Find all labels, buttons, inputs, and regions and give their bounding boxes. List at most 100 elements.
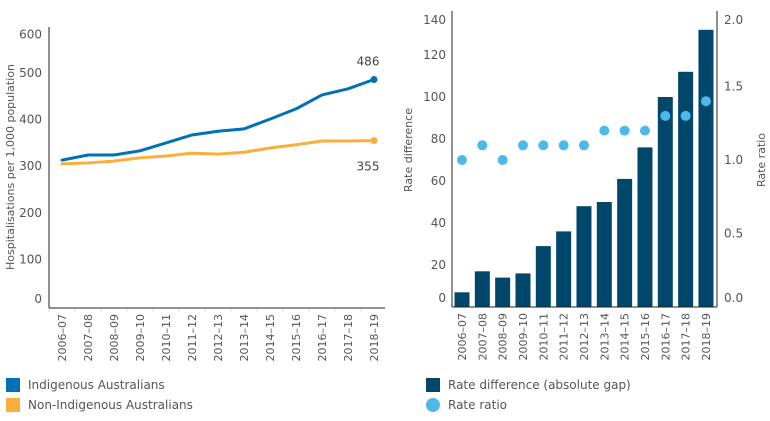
- y2-tick-label: 1.5: [724, 80, 743, 94]
- y2-tick-label: 1.0: [724, 153, 743, 167]
- legend-item-rate-ratio[interactable]: Rate ratio: [426, 395, 631, 415]
- legend-label: Indigenous Australians: [28, 378, 165, 392]
- y-tick-label: 60: [431, 174, 446, 188]
- y2-tick-label: 2.0: [724, 13, 743, 27]
- x-tick-label: 2015–16: [639, 313, 652, 361]
- y-tick-label: 300: [19, 159, 42, 173]
- left-legend: Indigenous Australians Non-Indigenous Au…: [6, 375, 193, 415]
- y-tick-label: 400: [19, 113, 42, 127]
- rate-ratio-dot: [680, 110, 691, 121]
- x-tick-label: 2008–09: [108, 314, 121, 362]
- rate-difference-bar: [474, 271, 490, 307]
- left-y-axis-title: Hospitalisations per 1,000 population: [4, 64, 17, 270]
- y2-tick-label: 0.0: [724, 291, 743, 305]
- series-line: [60, 78, 376, 162]
- combo-chart-rate-gap: Rate difference Rate ratio 0 20 40 60 80 100 1…: [402, 11, 768, 361]
- x-tick-label: 2008–09: [497, 313, 510, 361]
- x-tick-label: 2006–07: [56, 314, 69, 362]
- left-x-ticks: 2006–07 2007–08 2008–09 2009–10 2010–11 2011–…: [48, 308, 381, 362]
- x-tick-label: 2016–17: [659, 313, 672, 361]
- left-data-labels: 486 355: [357, 55, 380, 174]
- rate-ratio-ticks: 0.0 0.5 1.0 1.5 2.0: [724, 13, 743, 305]
- y-tick-label: 500: [19, 66, 42, 80]
- x-tick-label: 2006–07: [456, 313, 469, 361]
- data-label: 355: [357, 160, 380, 174]
- rate-ratio-dot: [619, 125, 630, 136]
- left-y-ticks: 0 100 200 300 400 500 600: [19, 27, 42, 306]
- y-tick-label: 80: [431, 132, 446, 146]
- legend-item-non-indigenous[interactable]: Non-Indigenous Australians: [6, 395, 193, 415]
- line-chart-hospitalisations: Hospitalisations per 1,000 population 0 1…: [4, 27, 385, 362]
- legend-label: Rate ratio: [448, 398, 507, 412]
- y-tick-label: 140: [423, 13, 446, 27]
- rate-ratio-dot: [599, 125, 610, 136]
- rate-ratio-dot: [578, 140, 589, 151]
- legend-item-indigenous[interactable]: Indigenous Australians: [6, 375, 193, 395]
- rate-difference-bar: [657, 97, 673, 307]
- series-end-point: [370, 76, 378, 84]
- rate-difference-bar: [535, 246, 551, 307]
- data-label: 486: [357, 55, 380, 69]
- rate-ratio-dot: [660, 110, 671, 121]
- x-tick-label: 2012–13: [212, 314, 225, 362]
- x-tick-label: 2018–19: [368, 314, 381, 362]
- y-tick-label: 600: [19, 27, 42, 41]
- series-line: [60, 139, 376, 166]
- legend-swatch-rate-difference: [426, 378, 440, 392]
- legend-item-rate-difference[interactable]: Rate difference (absolute gap): [426, 375, 631, 395]
- right-x-ticks: 2006–07 2007–08 2008–09 2009–10 2010–11 2011–…: [456, 313, 713, 361]
- rate-difference-bar: [495, 277, 511, 307]
- x-tick-label: 2009–10: [517, 313, 530, 361]
- x-tick-label: 2010–11: [160, 314, 173, 362]
- rate-difference-bar: [637, 147, 653, 307]
- left-series-lines: [60, 76, 378, 166]
- right-y2-axis-title: Rate ratio: [755, 133, 768, 187]
- rate-difference-bar: [596, 202, 612, 307]
- rate-difference-bar: [617, 178, 633, 307]
- x-tick-label: 2012–13: [578, 313, 591, 361]
- rate-ratio-dot: [477, 140, 488, 151]
- rate-ratio-dots: [457, 96, 711, 165]
- y-tick-label: 200: [19, 206, 42, 220]
- x-tick-label: 2013–14: [238, 314, 251, 362]
- legend-swatch-indigenous: [6, 378, 20, 392]
- x-tick-label: 2017–18: [680, 313, 693, 361]
- rate-difference-bar: [698, 29, 714, 308]
- x-tick-label: 2015–16: [290, 314, 303, 362]
- legend-label: Rate difference (absolute gap): [448, 378, 631, 392]
- x-tick-label: 2009–10: [134, 314, 147, 362]
- rate-difference-bars: [454, 29, 714, 308]
- y-tick-label: 20: [431, 258, 446, 272]
- rate-ratio-dot: [558, 140, 569, 151]
- legend-swatch-non-indigenous: [6, 398, 20, 412]
- rate-difference-bar: [576, 206, 592, 307]
- right-left-y-axis-title: Rate difference: [402, 108, 415, 192]
- rate-difference-bar: [556, 231, 572, 307]
- x-tick-label: 2017–18: [342, 314, 355, 362]
- y-tick-label: 100: [19, 252, 42, 266]
- y-tick-label: 120: [423, 48, 446, 62]
- x-tick-label: 2014–15: [264, 314, 277, 362]
- rate-ratio-dot: [517, 140, 528, 151]
- x-tick-label: 2014–15: [619, 313, 632, 361]
- x-tick-label: 2010–11: [537, 313, 550, 361]
- rate-difference-bar: [454, 292, 470, 307]
- y-tick-label: 0: [34, 292, 42, 306]
- right-legend: Rate difference (absolute gap) Rate rati…: [426, 375, 631, 415]
- rate-ratio-dot: [538, 140, 549, 151]
- x-tick-label: 2007–08: [476, 313, 489, 361]
- y-tick-label: 0: [438, 291, 446, 305]
- rate-difference-bar: [678, 71, 694, 307]
- y-tick-label: 40: [431, 216, 446, 230]
- rate-difference-ticks: 0 20 40 60 80 100 120 140: [423, 13, 446, 305]
- series-end-point: [370, 137, 378, 145]
- rate-ratio-dot: [497, 155, 508, 165]
- x-tick-label: 2011–12: [558, 313, 571, 361]
- legend-swatch-rate-ratio: [426, 398, 440, 412]
- y-tick-label: 100: [423, 90, 446, 104]
- x-tick-label: 2018–19: [700, 313, 713, 361]
- legend-label: Non-Indigenous Australians: [28, 398, 193, 412]
- x-tick-label: 2013–14: [598, 313, 611, 361]
- y2-tick-label: 0.5: [724, 227, 743, 241]
